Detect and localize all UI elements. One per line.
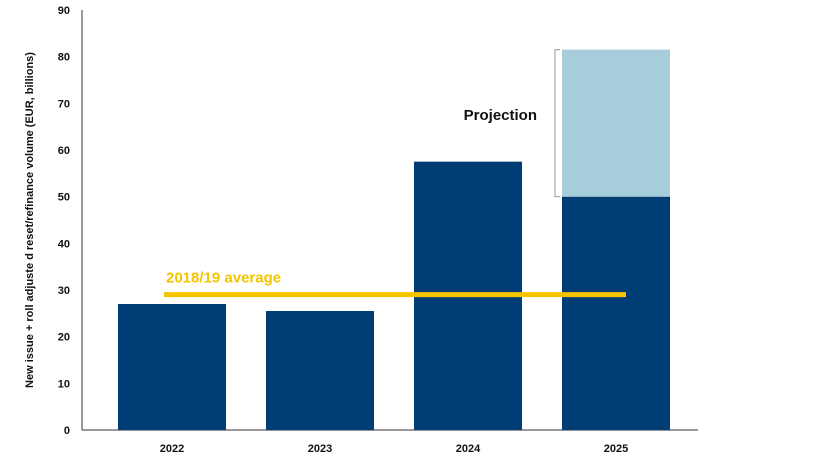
bar-2023	[266, 311, 374, 430]
x-tick-label: 2022	[160, 443, 184, 455]
x-tick-label: 2025	[604, 443, 628, 455]
projection-bracket	[554, 49, 560, 198]
projection-bar-2025	[562, 49, 670, 197]
y-axis-ticks: 0 10 20 30 40 50 60 70 80 90	[58, 5, 70, 437]
y-tick-label: 10	[58, 378, 70, 390]
y-tick-label: 50	[58, 192, 70, 204]
y-tick-label: 60	[58, 145, 70, 157]
bar-2022	[118, 304, 226, 430]
projection-label: Projection	[464, 107, 537, 124]
y-tick-label: 90	[58, 5, 70, 17]
y-tick-label: 40	[58, 238, 70, 250]
x-tick-label: 2024	[456, 443, 481, 455]
y-tick-label: 70	[58, 98, 70, 110]
reference-line-label: 2018/19 average	[166, 270, 281, 287]
x-tick-label: 2023	[308, 443, 332, 455]
bars	[118, 49, 670, 430]
x-axis-ticks: 2022 2023 2024 2025	[160, 443, 628, 455]
y-axis-label: New issue + roll adjuste d reset/refinan…	[24, 52, 36, 388]
y-tick-label: 20	[58, 332, 70, 344]
bar-2025	[562, 196, 670, 430]
y-tick-label: 0	[64, 425, 70, 437]
y-tick-label: 30	[58, 285, 70, 297]
y-tick-label: 80	[58, 52, 70, 64]
